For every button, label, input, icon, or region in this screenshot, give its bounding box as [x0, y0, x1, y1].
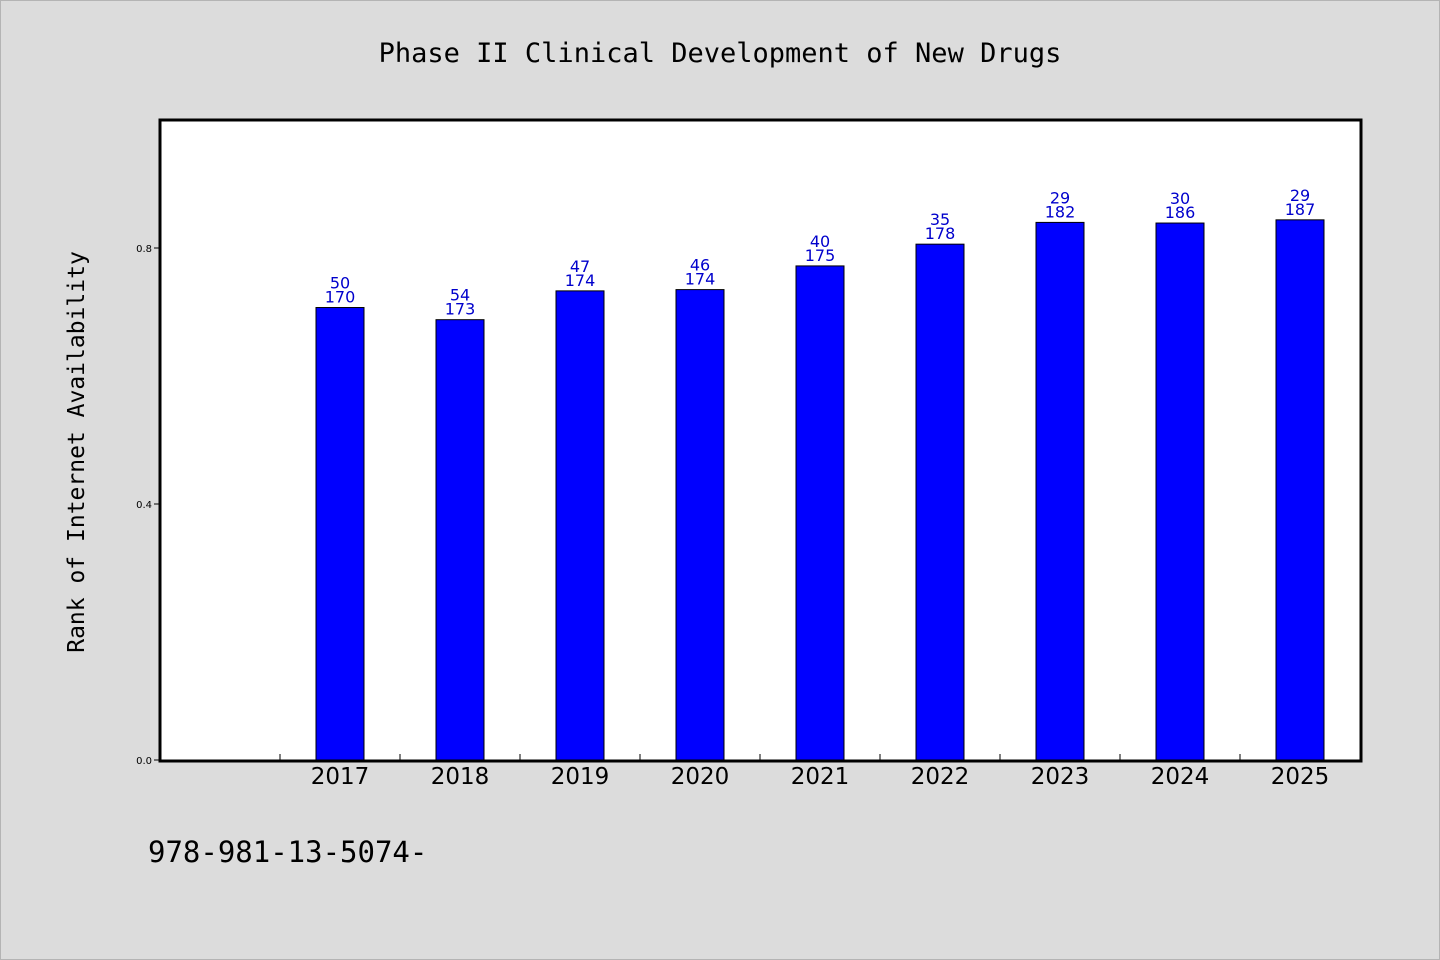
plot-border	[158, 118, 1363, 763]
bar-2022	[915, 243, 965, 761]
data-label-bottom-2023: 182	[1045, 202, 1076, 221]
x-tick-label-2018: 2018	[431, 764, 490, 790]
x-tick-label-2023: 2023	[1031, 764, 1090, 790]
data-label-top-2020: 46	[690, 256, 710, 275]
data-label-top-2025: 29	[1290, 186, 1310, 205]
x-tick-label-2017: 2017	[311, 764, 370, 790]
data-label-bottom-2019: 174	[565, 271, 596, 290]
data-label-bottom-2024: 186	[1165, 203, 1196, 222]
bar-2021	[795, 265, 845, 761]
data-label-top-2017: 50	[330, 274, 350, 293]
data-label-top-2018: 54	[450, 286, 470, 305]
data-label-top-2019: 47	[570, 257, 590, 276]
x-tick-label-2025: 2025	[1271, 764, 1330, 790]
data-label-top-2022: 35	[930, 210, 950, 229]
data-label-bottom-2021: 175	[805, 246, 836, 265]
y-tick-label-0.8: 0.8	[136, 244, 152, 255]
bar-2020	[675, 289, 725, 761]
data-label-top-2021: 40	[810, 232, 830, 251]
data-label-bottom-2017: 170	[325, 288, 356, 307]
data-label-top-2024: 30	[1170, 189, 1190, 208]
x-tick-label-2021: 2021	[791, 764, 850, 790]
footer-code: 978-981-13-5074-	[148, 835, 427, 869]
x-tick-label-2019: 2019	[551, 764, 610, 790]
bar-2019	[555, 290, 605, 761]
bars-layer	[315, 219, 1325, 761]
data-label-top-2023: 29	[1050, 188, 1070, 207]
data-label-bottom-2018: 173	[445, 300, 476, 319]
y-axis-ticks: 0.0 0.4 0.8	[136, 244, 160, 767]
data-label-bottom-2020: 174	[685, 270, 716, 289]
x-tick-label-2024: 2024	[1151, 764, 1210, 790]
x-tick-label-2020: 2020	[671, 764, 730, 790]
data-label-bottom-2025: 187	[1285, 200, 1316, 219]
x-tick-label-2022: 2022	[911, 764, 970, 790]
y-tick-label-0.0: 0.0	[136, 756, 152, 767]
data-label-bottom-2022: 178	[925, 224, 956, 243]
bar-2025	[1275, 219, 1325, 761]
y-axis-label: Rank of Internet Availability	[64, 251, 90, 653]
bar-2024	[1155, 222, 1205, 761]
y-tick-label-0.4: 0.4	[136, 500, 152, 511]
bar-2023	[1035, 221, 1085, 761]
x-axis-ticks: 2017 2018 2019 2020 2021 2022 2023 2024 2025	[279, 754, 1330, 790]
chart-title: Phase II Clinical Development of New Dru…	[379, 38, 1062, 69]
bar-2018	[435, 319, 485, 761]
bar-2017	[315, 307, 365, 761]
